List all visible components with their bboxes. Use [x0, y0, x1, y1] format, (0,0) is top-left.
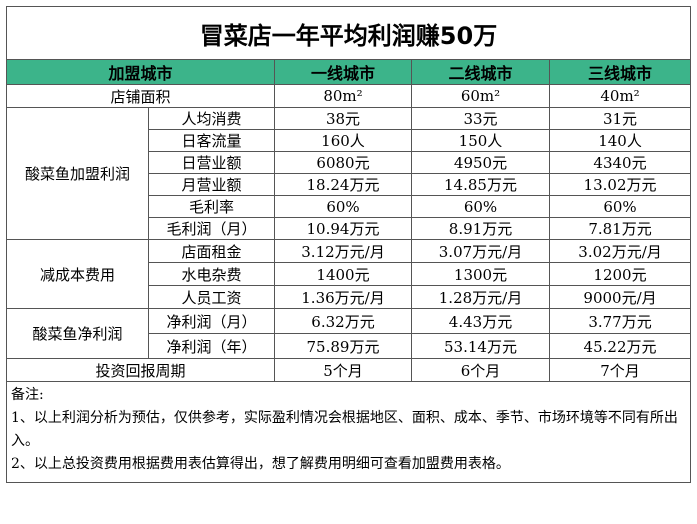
row-label: 人员工资: [148, 285, 275, 309]
row-label: 日营业额: [148, 151, 275, 174]
cell: 60%: [274, 195, 412, 218]
cell: 1.36万元/月: [274, 285, 412, 309]
cell: 7.81万元: [548, 217, 692, 240]
row-label: 店面租金: [148, 239, 275, 263]
row-label-payback: 投资回报周期: [6, 358, 275, 382]
cell: 80m²: [274, 84, 412, 108]
row-label: 毛利率: [148, 195, 275, 218]
notes-heading: 备注:: [11, 387, 44, 403]
table-title: 冒菜店一年平均利润赚50万: [5, 6, 692, 60]
cell: 6个月: [411, 358, 550, 382]
header-tier2: 二线城市: [411, 59, 550, 85]
cell: 14.85万元: [411, 173, 550, 196]
cell: 1300元: [411, 262, 550, 286]
cell: 8.91万元: [411, 217, 550, 240]
cell: 140人: [548, 129, 692, 152]
table-row: 毛利率 60% 60% 60%: [7, 195, 692, 218]
table-row: 酸菜鱼净利润 净利润（月） 6.32万元 4.43万元 3.77万元: [6, 308, 692, 359]
cell: 3.12万元/月: [274, 239, 412, 263]
cell: 60m²: [411, 84, 550, 108]
notes-line-2: 2、以上总投资费用根据费用表估算得出，想了解费用明细可查看加盟费用表格。: [11, 456, 510, 472]
profit-table: 冒菜店一年平均利润赚50万 加盟城市 一线城市 二线城市 三线城市 店铺面积 8…: [5, 6, 692, 483]
table-row: 人员工资 1.36万元/月 1.28万元/月 9000元/月: [7, 285, 692, 309]
cell: 4.43万元: [411, 308, 550, 334]
table-row: 减成本费用 店面租金 3.12万元/月 3.07万元/月 3.02万元/月: [6, 239, 692, 309]
cell: 1400元: [274, 262, 412, 286]
cell: 7个月: [548, 358, 692, 382]
cell: 3.07万元/月: [411, 239, 550, 263]
row-label: 水电杂费: [148, 262, 275, 286]
row-label-area: 店铺面积: [6, 84, 275, 108]
cell: 3.77万元: [548, 308, 692, 334]
group-label-net-profit: 酸菜鱼净利润: [6, 308, 149, 359]
cell: 60%: [548, 195, 692, 218]
cell: 5个月: [274, 358, 412, 382]
cell: 33元: [411, 107, 550, 130]
cell: 75.89万元: [274, 333, 412, 359]
cell: 4950元: [411, 151, 550, 174]
row-label: 净利润（月）: [148, 308, 275, 334]
cell: 31元: [548, 107, 692, 130]
header-tier1: 一线城市: [274, 59, 412, 85]
cell: 18.24万元: [274, 173, 412, 196]
cell: 6.32万元: [274, 308, 412, 334]
cell: 13.02万元: [548, 173, 692, 196]
table-row: 毛利润（月） 10.94万元 8.91万元 7.81万元: [7, 217, 692, 240]
cell: 60%: [411, 195, 550, 218]
cell: 53.14万元: [411, 333, 550, 359]
notes-line-1: 1、以上利润分析为预估，仅供参考，实际盈利情况会根据地区、面积、成本、季节、市场…: [11, 410, 678, 449]
header-row: 加盟城市 一线城市 二线城市 三线城市: [6, 59, 692, 85]
table-row: 店铺面积 80m² 60m² 40m²: [6, 84, 692, 108]
row-label: 人均消费: [148, 107, 275, 130]
header-city-label: 加盟城市: [6, 59, 275, 85]
cell: 160人: [274, 129, 412, 152]
table-row: 酸菜鱼加盟利润 人均消费 38元 33元 31元: [6, 107, 692, 240]
cell: 9000元/月: [548, 285, 692, 309]
cell: 1.28万元/月: [411, 285, 550, 309]
notes-block: 备注: 1、以上利润分析为预估，仅供参考，实际盈利情况会根据地区、面积、成本、季…: [5, 381, 692, 483]
cell: 4340元: [548, 151, 692, 174]
row-label: 净利润（年）: [148, 333, 275, 359]
row-label: 日客流量: [148, 129, 275, 152]
cell: 40m²: [548, 84, 692, 108]
table-row: 水电杂费 1400元 1300元 1200元: [7, 262, 692, 286]
row-label: 毛利润（月）: [148, 217, 275, 240]
row-label: 月营业额: [148, 173, 275, 196]
cell: 150人: [411, 129, 550, 152]
header-tier3: 三线城市: [548, 59, 692, 85]
group-label-cost-deduction: 减成本费用: [6, 239, 149, 309]
cell: 45.22万元: [548, 333, 692, 359]
cell: 3.02万元/月: [548, 239, 692, 263]
table-row: 月营业额 18.24万元 14.85万元 13.02万元: [7, 173, 692, 196]
cell: 38元: [274, 107, 412, 130]
profit-table-frame: 冒菜店一年平均利润赚50万 加盟城市 一线城市 二线城市 三线城市 店铺面积 8…: [5, 6, 692, 518]
table-row: 投资回报周期 5个月 6个月 7个月: [6, 358, 692, 382]
cell: 1200元: [548, 262, 692, 286]
cell: 10.94万元: [274, 217, 412, 240]
cell: 6080元: [274, 151, 412, 174]
group-label-franchise-profit: 酸菜鱼加盟利润: [6, 107, 149, 240]
